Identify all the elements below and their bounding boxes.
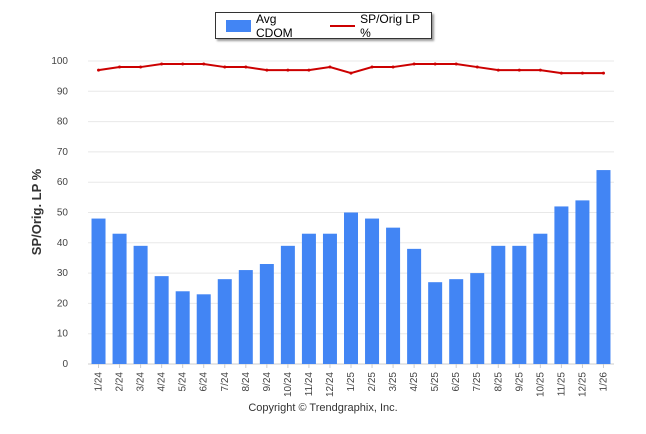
line-point	[223, 65, 227, 69]
x-tick-label: 11/25	[556, 372, 567, 397]
bar	[575, 200, 590, 364]
y-tick-label: 20	[57, 298, 69, 309]
bar	[133, 245, 148, 364]
legend: Avg CDOM SP/Orig LP %	[215, 11, 432, 40]
line-point	[202, 62, 206, 66]
x-tick-label: 12/24	[325, 372, 336, 397]
line-point	[433, 62, 437, 66]
legend-swatch-bar	[226, 19, 251, 32]
x-tick-label: 5/25	[430, 372, 441, 392]
line-point	[538, 68, 542, 72]
bar	[407, 248, 422, 364]
x-tick-label: 12/25	[577, 372, 588, 397]
bar	[238, 270, 253, 364]
bar	[512, 245, 527, 364]
line-point	[370, 65, 374, 69]
x-tick-label: 6/24	[199, 372, 210, 392]
y-tick-label: 80	[57, 117, 69, 128]
x-tick-label: 1/24	[94, 372, 105, 392]
line-point	[517, 68, 521, 72]
y-tick-label: 10	[57, 329, 69, 340]
bar	[91, 218, 106, 364]
bar	[344, 212, 358, 364]
bar	[533, 233, 548, 364]
bar	[322, 233, 337, 364]
x-tick-label: 1/26	[598, 372, 609, 392]
legend-swatch-line	[330, 24, 356, 27]
bar	[428, 282, 443, 364]
line-point	[160, 62, 164, 66]
bar	[386, 227, 401, 364]
line-point	[580, 71, 584, 75]
x-tick-label: 7/24	[220, 372, 231, 392]
line-point	[601, 71, 605, 75]
line-point	[97, 68, 101, 72]
y-tick-label: 100	[51, 56, 68, 67]
bar	[449, 279, 464, 364]
y-tick-label: 90	[57, 86, 69, 97]
y-tick-label: 40	[57, 238, 69, 249]
line-point	[244, 65, 248, 69]
bar	[112, 233, 127, 364]
bar	[554, 206, 569, 364]
x-tick-label: 4/25	[409, 372, 420, 392]
x-tick-label: 2/25	[367, 372, 378, 392]
x-tick-label: 3/25	[388, 372, 399, 392]
x-tick-label: 7/25	[472, 372, 483, 392]
x-tick-label: 10/24	[283, 372, 294, 397]
bar	[175, 291, 190, 364]
line-point	[496, 68, 500, 72]
line-point	[139, 65, 143, 69]
bar	[365, 218, 380, 364]
line-point	[265, 68, 269, 72]
x-tick-label: 2/24	[115, 372, 126, 392]
bar	[259, 264, 274, 364]
y-axis-label: SP/Orig. LP %	[29, 168, 44, 255]
bar	[196, 294, 211, 364]
x-tick-label: 9/25	[514, 372, 525, 392]
line-point	[328, 65, 332, 69]
x-tick-label: 4/24	[157, 372, 168, 392]
line-point	[454, 62, 458, 66]
bar	[217, 279, 232, 364]
line-point	[181, 62, 185, 66]
y-tick-label: 50	[57, 208, 69, 219]
line-point	[307, 68, 311, 72]
line-point	[412, 62, 416, 66]
bar	[154, 276, 169, 364]
y-tick-label: 60	[57, 177, 69, 188]
bar	[491, 245, 506, 364]
bar	[470, 273, 485, 364]
x-tick-label: 10/25	[535, 372, 546, 397]
legend-label-line: SP/Orig LP %	[360, 11, 420, 40]
y-tick-label: 0	[62, 359, 68, 370]
bar	[280, 245, 295, 364]
copyright: Copyright © Trendgraphix, Inc.	[248, 402, 398, 414]
x-tick-label: 1/25	[346, 372, 357, 392]
bar	[301, 233, 316, 364]
x-tick-label: 9/24	[262, 372, 273, 392]
x-tick-label: 3/24	[136, 372, 147, 392]
line-point	[286, 68, 290, 72]
legend-label-bar: Avg CDOM	[255, 11, 293, 40]
bar	[596, 170, 611, 364]
line-point	[559, 71, 563, 75]
x-tick-label: 5/24	[178, 372, 189, 392]
line-point	[349, 71, 353, 75]
x-tick-label: 8/24	[241, 372, 252, 392]
y-tick-label: 70	[57, 147, 69, 158]
line-point	[475, 65, 479, 69]
line-point	[391, 65, 395, 69]
x-tick-label: 6/25	[451, 372, 462, 392]
line-point	[118, 65, 122, 69]
x-tick-label: 11/24	[304, 372, 315, 397]
y-tick-label: 30	[57, 268, 69, 279]
x-tick-label: 8/25	[493, 372, 504, 392]
